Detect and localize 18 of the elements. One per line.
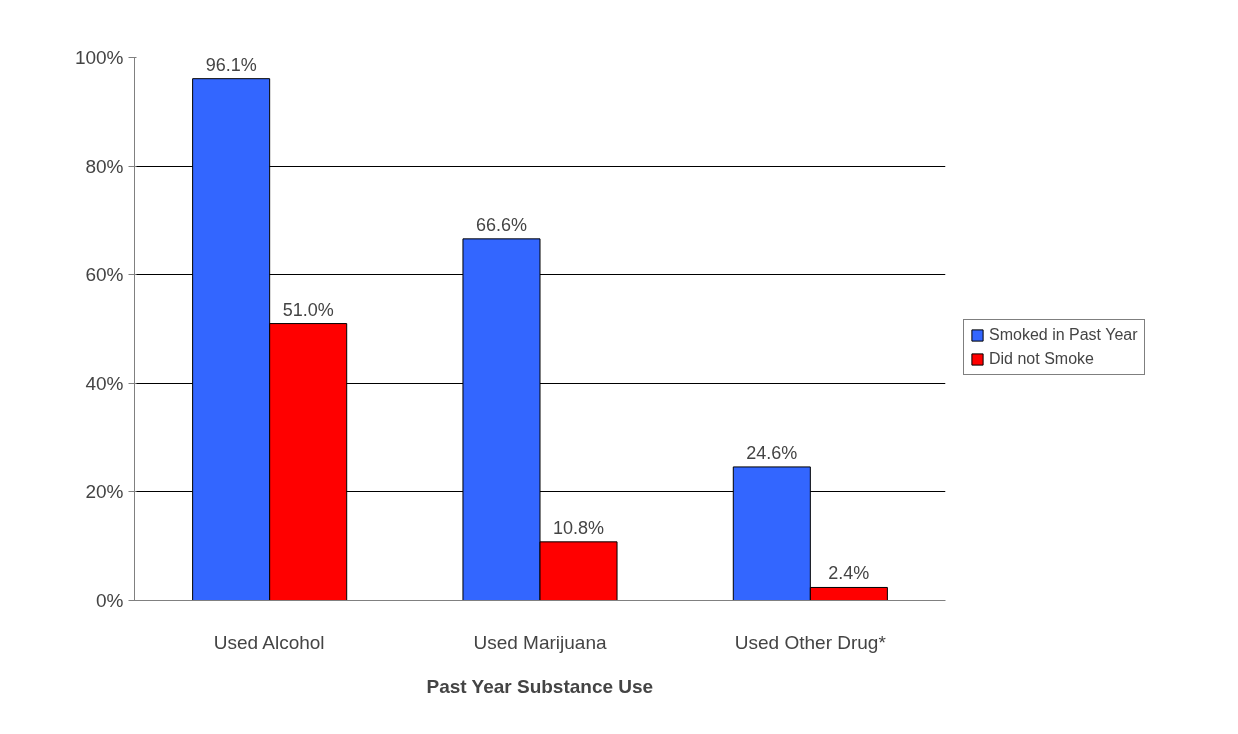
y-tick-label: 80% [85,155,124,177]
x-tick-label: Used Other Drug* [734,631,887,653]
x-tick-label: Used Marijuana [473,631,607,653]
y-tick-label: 100% [74,47,124,68]
x-tick-label: Used Alcohol [213,631,325,653]
data-label: 24.6% [746,442,798,463]
legend-label: Did not Smoke [989,350,1094,368]
y-tick-label: 40% [85,372,124,394]
x-axis-title: Past Year Substance Use [426,675,654,697]
data-label: 96.1% [205,54,257,75]
data-label: 10.8% [553,517,605,538]
y-tick-label: 20% [85,481,124,503]
data-label: 51.0% [282,299,334,320]
data-label: 2.4% [828,563,870,584]
legend-label: Smoked in Past Year [989,326,1138,344]
data-label: 66.6% [475,214,528,235]
y-tick-label: 60% [85,264,124,286]
y-tick-label: 0% [96,590,124,611]
